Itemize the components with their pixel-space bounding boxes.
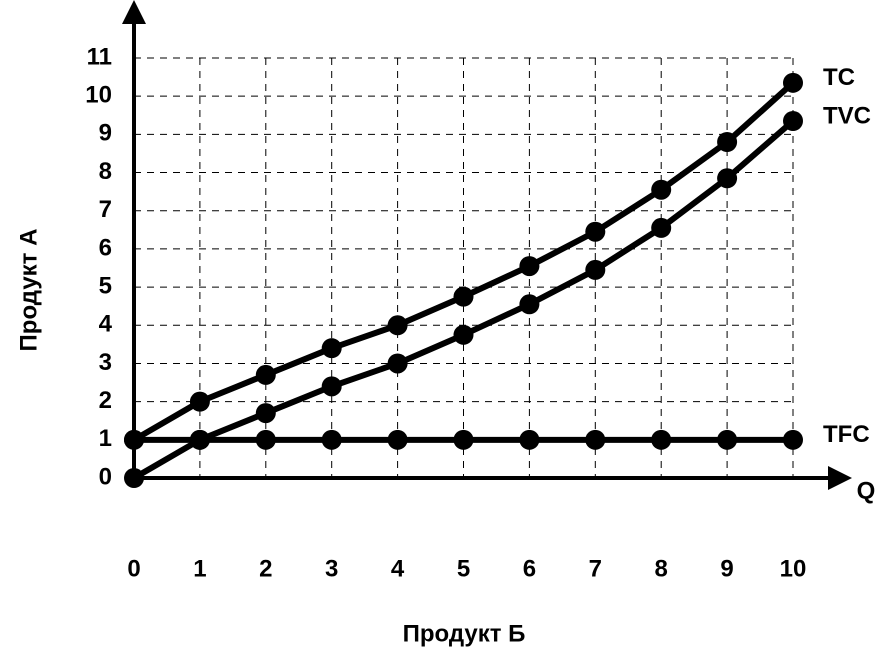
data-point [321,376,342,397]
x-tick-label: 9 [720,555,733,582]
data-point [255,403,276,424]
data-point [519,256,540,277]
x-axis-symbol: Q [857,477,876,504]
x-axis-title: Продукт Б [403,620,526,647]
y-tick-label: 1 [99,425,112,452]
x-tick-label: 1 [193,555,206,582]
data-point [651,179,672,200]
data-point [585,429,606,450]
y-tick-label: 9 [99,120,112,147]
x-tick-label: 3 [325,555,338,582]
y-tick-label: 10 [85,82,112,109]
y-tick-label: 7 [99,196,112,223]
y-tick-label: 5 [99,272,112,299]
data-point [387,429,408,450]
data-point [453,286,474,307]
data-point [717,132,738,152]
data-point [124,429,144,450]
data-point [519,429,540,450]
data-point [124,468,144,488]
data-point [255,429,276,450]
y-tick-label: 6 [99,234,112,261]
data-point [783,429,803,450]
data-point [783,72,803,93]
data-point [387,353,408,374]
data-point [585,221,606,242]
data-point [717,168,738,189]
x-tick-label: 10 [780,555,807,582]
data-point [519,294,540,315]
x-tick-label: 5 [457,555,470,582]
series-label: TFC [823,421,870,448]
y-tick-label: 3 [99,349,112,376]
data-point [453,324,474,345]
x-tick-label: 4 [391,555,405,582]
data-point [783,111,803,131]
data-point [189,429,210,450]
series-label: TVC [823,102,871,129]
y-tick-label: 4 [99,311,113,338]
y-tick-label: 0 [99,463,112,490]
data-point [453,429,474,450]
data-point [651,217,672,238]
series-label: TC [823,64,855,91]
x-tick-label: 7 [589,555,602,582]
x-tick-label: 8 [655,555,668,582]
y-tick-label: 8 [99,158,112,185]
data-point [585,259,606,280]
data-point [189,391,210,412]
y-axis-title: Продукт А [15,229,42,352]
data-point [651,429,672,450]
x-tick-label: 0 [127,555,140,582]
data-point [387,315,408,336]
data-point [321,429,342,450]
x-tick-label: 6 [523,555,536,582]
y-tick-label: 2 [99,387,112,414]
data-point [717,429,738,450]
y-tick-label: 11 [87,43,112,70]
x-tick-label: 2 [259,555,272,582]
data-point [255,364,276,385]
data-point [321,338,342,359]
